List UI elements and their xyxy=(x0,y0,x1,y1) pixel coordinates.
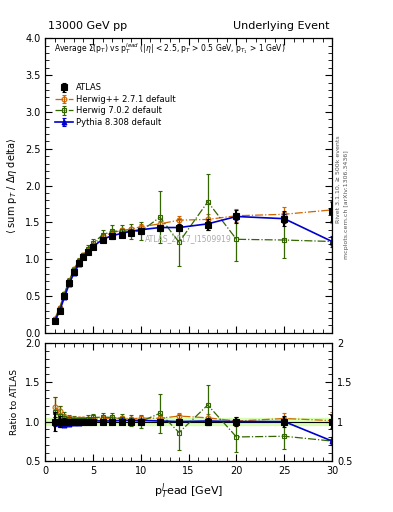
Text: ATLAS_2017_I1509919: ATLAS_2017_I1509919 xyxy=(145,234,232,243)
Legend: ATLAS, Herwig++ 2.7.1 default, Herwig 7.0.2 default, Pythia 8.308 default: ATLAS, Herwig++ 2.7.1 default, Herwig 7.… xyxy=(52,81,178,130)
Text: Average $\Sigma$(p$_T$) vs p$_T^{lead}$ ($|\eta|$ < 2.5, p$_T$ > 0.5 GeV, p$_{T_: Average $\Sigma$(p$_T$) vs p$_T^{lead}$ … xyxy=(54,41,285,56)
Text: mcplots.cern.ch [arXiv:1306.3436]: mcplots.cern.ch [arXiv:1306.3436] xyxy=(344,151,349,259)
Y-axis label: $\langle$ sum p$_T$ / $\Delta\eta$ delta$\rangle$: $\langle$ sum p$_T$ / $\Delta\eta$ delta… xyxy=(5,137,19,234)
Text: Rivet 3.1.10, ≥ 500k events: Rivet 3.1.10, ≥ 500k events xyxy=(336,135,341,223)
Text: 13000 GeV pp: 13000 GeV pp xyxy=(48,21,127,31)
Y-axis label: Ratio to ATLAS: Ratio to ATLAS xyxy=(10,369,19,435)
X-axis label: p$_T^l$ead [GeV]: p$_T^l$ead [GeV] xyxy=(154,481,223,501)
Text: Underlying Event: Underlying Event xyxy=(233,21,329,31)
